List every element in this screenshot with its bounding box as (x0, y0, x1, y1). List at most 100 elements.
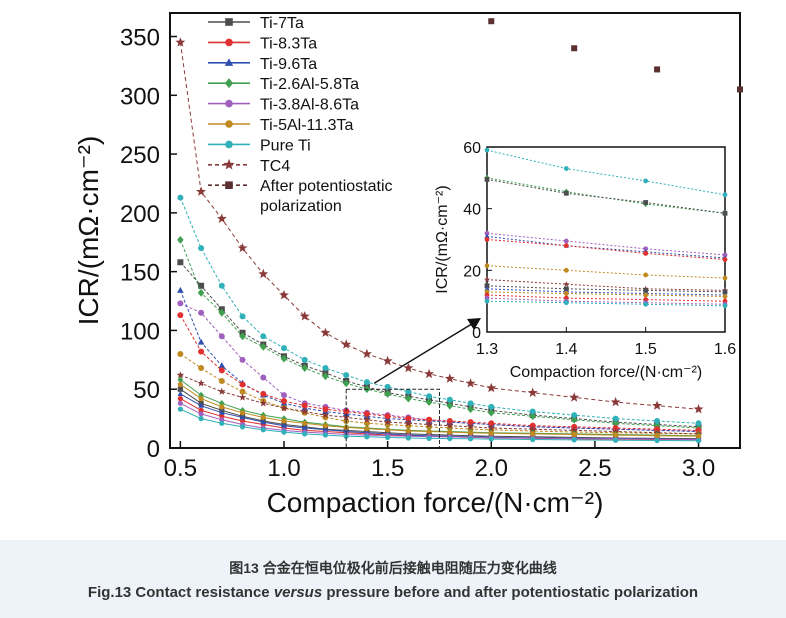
series-point (654, 433, 660, 439)
caption-area (0, 540, 786, 618)
x-tick-label: 2.5 (578, 455, 611, 482)
series-point (177, 406, 183, 412)
series-point (260, 414, 266, 421)
series-point (239, 424, 246, 430)
inset-series-point (722, 294, 728, 299)
after-polarization-point (218, 377, 225, 384)
legend-label: Ti-2.6Al-5.8Ta (260, 76, 359, 93)
after-polarization-point (466, 422, 475, 430)
legend: Ti-7Ta Ti-8.3Ta Ti-9.6Ta Ti-2.6Al-5.8Ta Ti-3… (208, 15, 393, 215)
after-polarization-point (198, 245, 205, 252)
series-point (260, 419, 267, 425)
series-point (198, 416, 204, 422)
inset-series-point (563, 190, 569, 196)
after-polarization-point (405, 388, 412, 395)
series-point (571, 437, 577, 443)
after-polarization-point (425, 420, 433, 428)
legend-label: Ti-5Al-11.3Ta (260, 117, 353, 134)
after-polarization-point (197, 338, 205, 345)
legend-marker (225, 140, 233, 149)
after-polarization-point (259, 342, 267, 351)
series-point (364, 426, 370, 432)
series-point (237, 242, 248, 253)
series-point (467, 436, 474, 442)
after-polarization-point (529, 412, 537, 421)
after-polarization-point (612, 419, 619, 428)
after-polarization-line (180, 374, 699, 435)
series-point (279, 290, 289, 300)
y-axis-label: ICR/(mΩ·cm⁻²) (73, 136, 104, 326)
after-polarization-point (301, 356, 308, 363)
legend-marker (225, 38, 233, 47)
legend-label: Ti-3.8Al-8.6Ta (260, 97, 359, 114)
series-point (467, 430, 474, 436)
inset-series-point (643, 292, 649, 298)
inset-series-point (722, 210, 728, 216)
inset-y-tick-label: 40 (463, 202, 481, 219)
inset-y-tick-label: 0 (472, 325, 481, 342)
inset-series-point (484, 237, 490, 242)
inset-series-point (563, 166, 569, 171)
series-point (488, 430, 494, 436)
legend-label: After potentiostatic (260, 178, 393, 195)
inset-series-point (484, 176, 490, 182)
inset-series-point (563, 267, 569, 273)
series-point (196, 186, 206, 196)
inset-series-point (722, 275, 728, 281)
after-polarization-point (301, 407, 309, 415)
after-polarization-point (259, 399, 267, 407)
series-point (695, 438, 702, 444)
inset-series-point (722, 289, 728, 295)
after-polarization-point (322, 365, 329, 372)
after-polarization-point (198, 365, 205, 372)
after-polarization-point (218, 308, 226, 317)
after-polarization-point (529, 408, 536, 415)
series-point (281, 418, 287, 424)
after-polarization-point (426, 416, 433, 423)
inset-series-point (643, 272, 649, 278)
after-polarization-point (218, 282, 225, 289)
after-polarization-point (695, 420, 702, 427)
series-point (177, 390, 184, 396)
after-polarization-point (404, 419, 413, 427)
inset-series-point (643, 287, 649, 293)
after-polarization-point (654, 417, 661, 424)
after-polarization-point (426, 393, 433, 400)
caption-english-part2: pressure before and after potentiostatic… (322, 584, 699, 601)
after-polarization-point (260, 333, 267, 340)
inset-series-point (643, 250, 649, 256)
after-polarization-point (177, 259, 184, 266)
series-point (299, 311, 310, 321)
series-point (177, 386, 183, 392)
inset-series-point (484, 230, 490, 236)
after-polarization-point (198, 282, 205, 289)
after-polarization-point (343, 408, 350, 415)
after-polarization-point (239, 381, 246, 388)
series-point (281, 422, 287, 428)
inset-x-tick-label: 1.5 (635, 341, 657, 358)
series-point (405, 435, 411, 441)
x-tick-label: 2.0 (475, 455, 508, 482)
series-point (239, 414, 246, 420)
inset-series-point (643, 246, 649, 252)
x-tick-label: 0.5 (164, 455, 197, 482)
legend-marker (223, 158, 235, 170)
series-point (216, 213, 227, 223)
x-tick-label: 3.0 (682, 455, 715, 482)
series-point (302, 431, 308, 437)
series-point (322, 432, 329, 438)
after-polarization-point (425, 398, 433, 407)
caption-chinese: 图13 合金在恒电位极化前后接触电阻随压力变化曲线 (229, 560, 557, 576)
y-tick-label: 150 (120, 260, 160, 287)
series-point (695, 433, 702, 439)
series-point (301, 424, 308, 431)
series-point (447, 429, 453, 435)
inset-series-point (484, 147, 490, 153)
inset-series-point (563, 238, 569, 244)
series-point (613, 437, 619, 443)
series-point (610, 396, 621, 407)
inset-y-tick-label: 20 (463, 263, 481, 280)
after-polarization-point (612, 415, 619, 422)
